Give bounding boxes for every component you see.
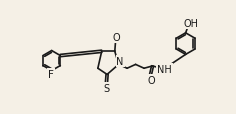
Text: OH: OH bbox=[184, 19, 198, 29]
Text: S: S bbox=[103, 84, 109, 93]
Text: O: O bbox=[113, 33, 120, 43]
Text: F: F bbox=[48, 70, 54, 80]
Text: NH: NH bbox=[157, 64, 172, 74]
Text: N: N bbox=[117, 56, 124, 66]
Text: O: O bbox=[147, 75, 155, 85]
